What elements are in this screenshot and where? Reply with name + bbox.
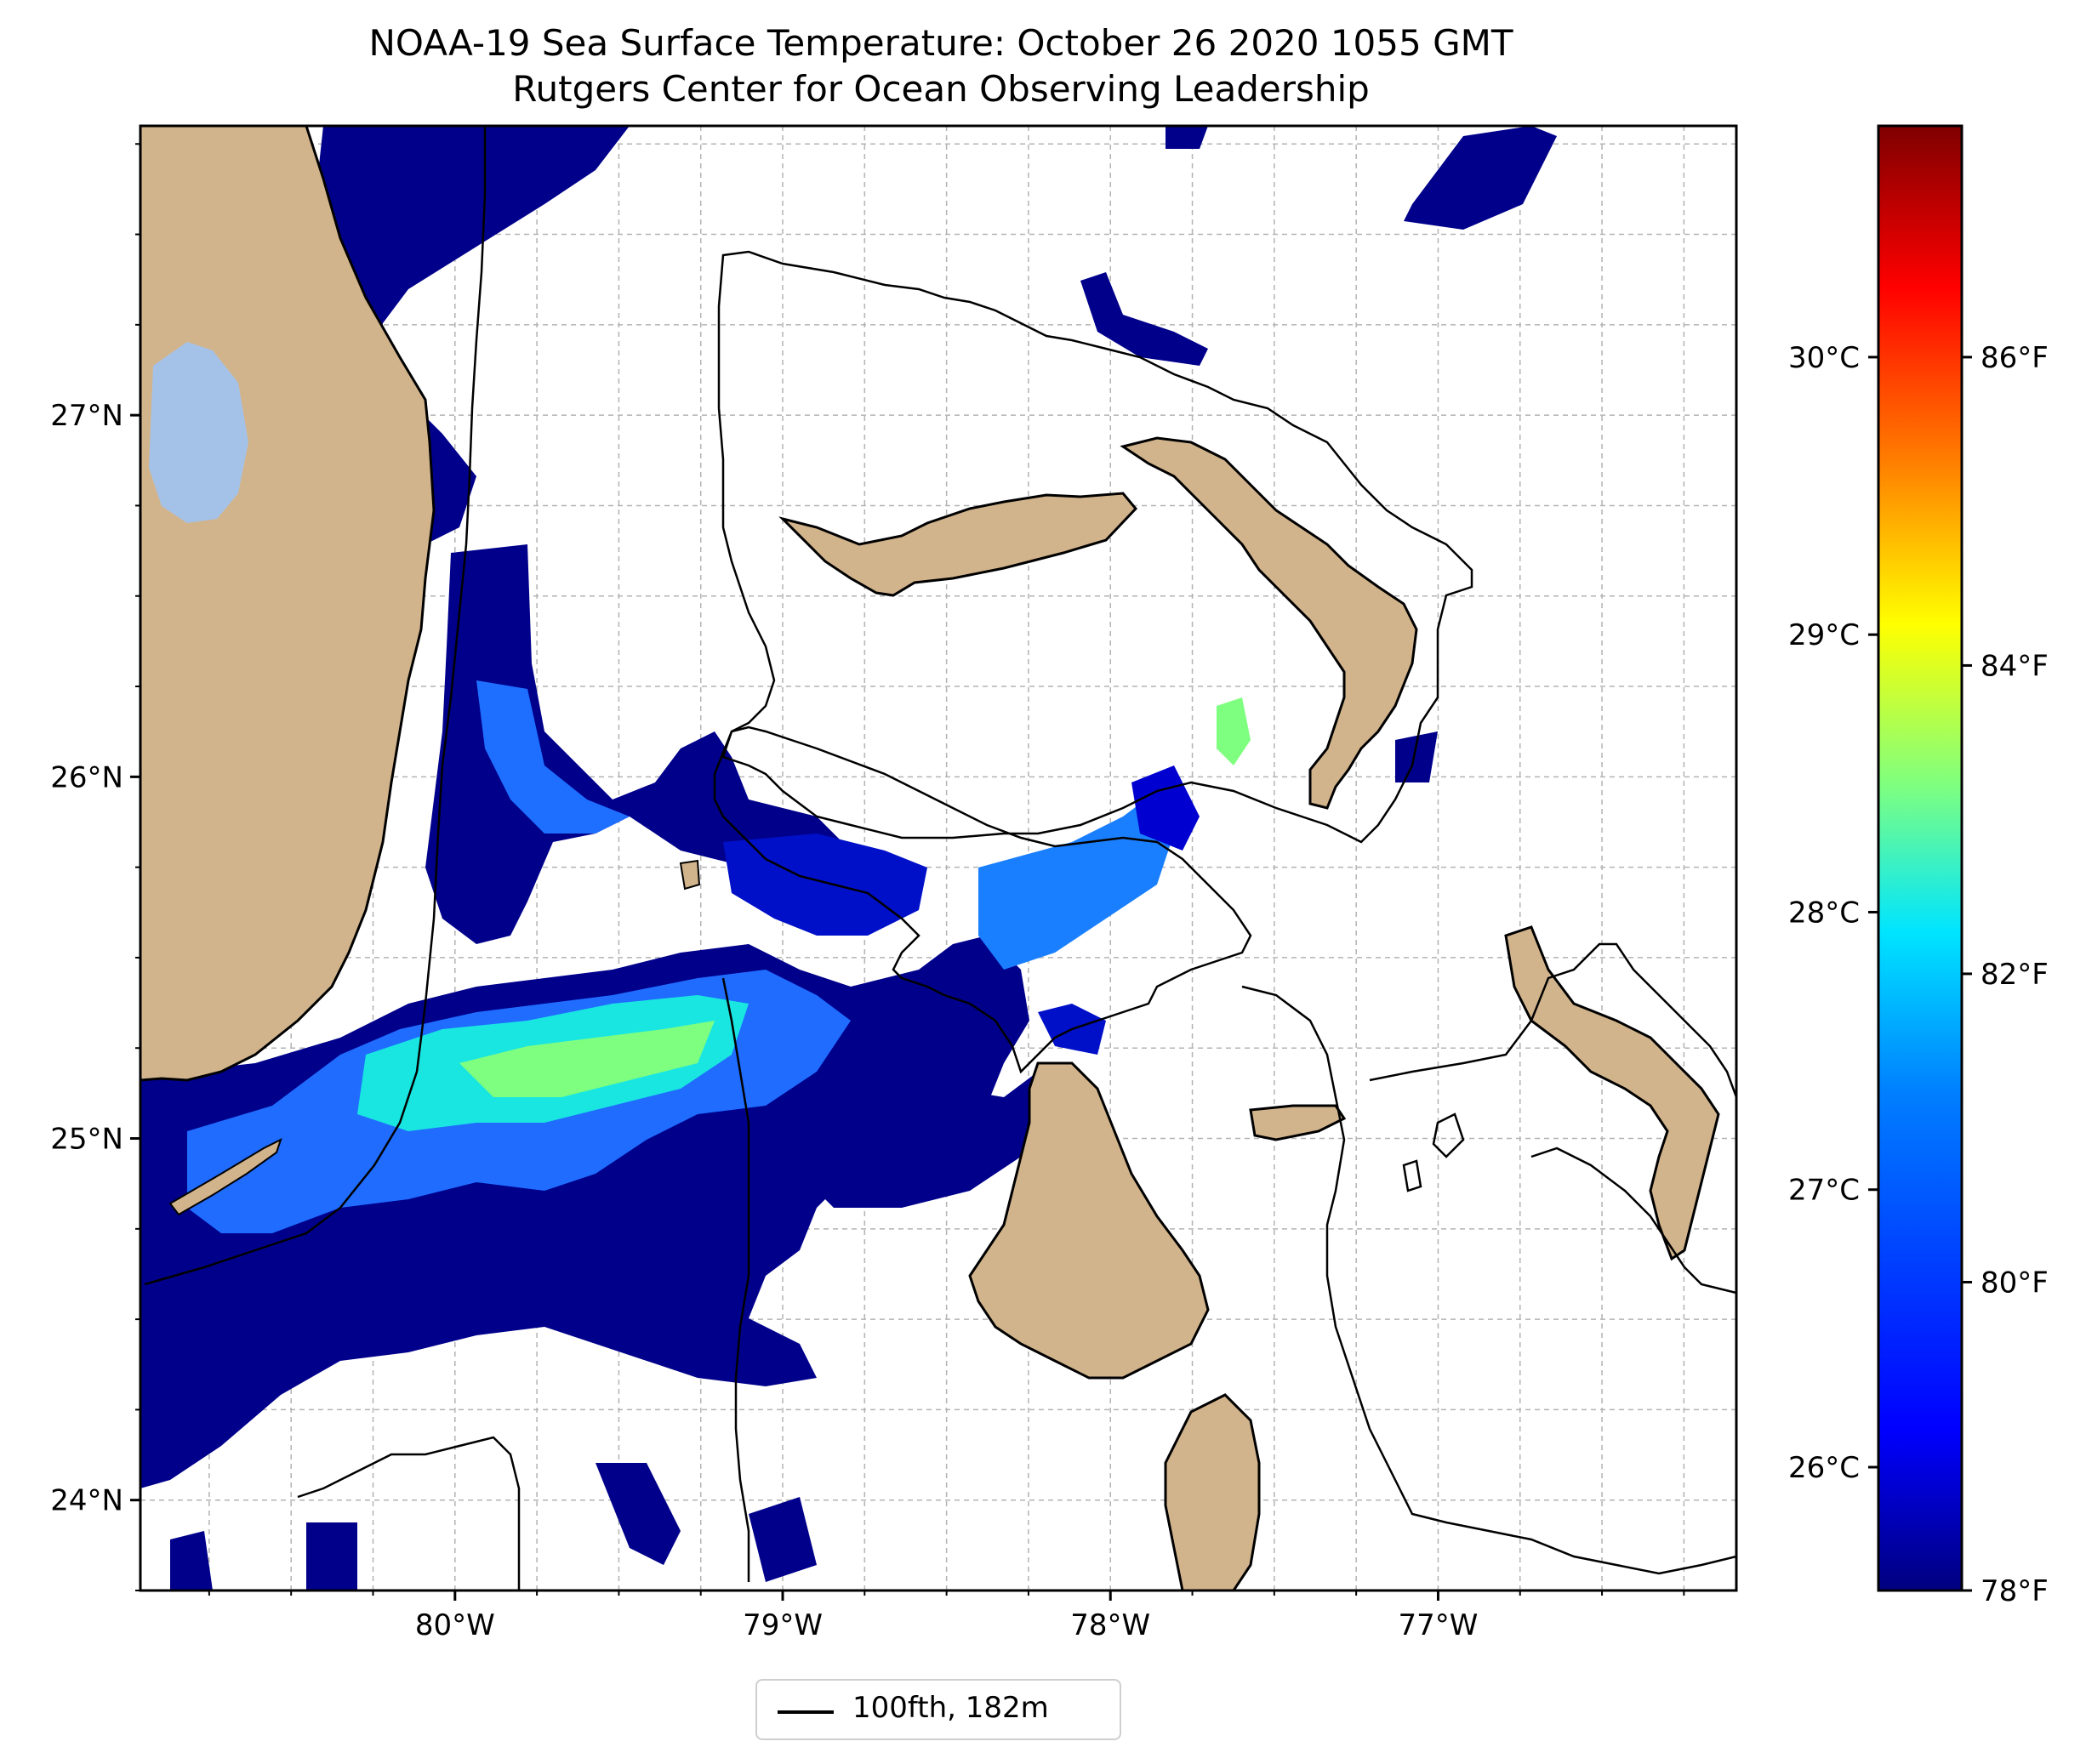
lon-tick-label: 78°W <box>1070 1608 1150 1642</box>
fahrenheit-tick-label: 86°F <box>1981 341 2049 375</box>
celsius-tick-label: 30°C <box>1788 341 1860 375</box>
longitude-axis: 80°W 79°W 78°W 77°W <box>208 1590 1685 1642</box>
sst-patch-northeast-1 <box>1404 126 1557 230</box>
contour-bahama-bank-central <box>713 726 1252 1074</box>
contour-islet-2 <box>1402 1159 1422 1192</box>
sst-patch-east-channel <box>800 1072 1055 1208</box>
grand-bahama-island <box>778 492 1138 597</box>
sst-patch-grand-bahama <box>1395 731 1438 782</box>
celsius-tick-label: 27°C <box>1788 1174 1860 1208</box>
abaco-island <box>1120 436 1418 810</box>
sst-patch-northeast-3 <box>1166 126 1208 149</box>
contour-channel-south <box>721 977 750 1582</box>
contour-cay-sal <box>297 1436 521 1590</box>
celsius-tick-label: 29°C <box>1788 618 1860 652</box>
andros-island <box>968 1061 1210 1380</box>
sst-patch-south-west-2 <box>306 1522 357 1590</box>
contour-florida-west <box>144 126 487 1286</box>
lake-okeechobee <box>149 342 248 523</box>
lat-tick-label: 24°N <box>50 1484 123 1518</box>
lat-tick-label: 26°N <box>50 760 123 794</box>
sst-patch-andros-warm <box>1217 697 1251 765</box>
figure-title: NOAA-19 Sea Surface Temperature: October… <box>368 22 1513 64</box>
new-providence-island <box>1249 1104 1347 1141</box>
exuma-south-island <box>1164 1393 1261 1590</box>
bimini-islet <box>679 859 701 891</box>
lon-tick-label: 77°W <box>1399 1608 1479 1642</box>
sst-patch-bahama-channel <box>978 791 1174 970</box>
sst-patch-andros-north <box>1131 765 1200 851</box>
bathymetry-contours <box>144 126 1736 1590</box>
sst-patch-central-warm <box>476 680 630 834</box>
sst-patch-south-bottom-2 <box>749 1497 817 1582</box>
fahrenheit-tick-label: 78°F <box>1981 1574 2049 1608</box>
contour-bahama-bank-north <box>717 250 1473 844</box>
contour-long-island <box>1530 1147 1736 1295</box>
map-frame <box>139 124 1738 1592</box>
fahrenheit-tick-label: 84°F <box>1981 649 2049 683</box>
fahrenheit-tick-label: 80°F <box>1981 1266 2049 1300</box>
sst-patch-south-west <box>170 1531 213 1590</box>
contour-exuma-west <box>1241 985 1736 1575</box>
contour-islet-1 <box>1432 1112 1465 1158</box>
sst-data-layer <box>140 126 1557 1590</box>
sst-patch-mid-channel <box>723 834 927 936</box>
figure-subtitle: Rutgers Center for Ocean Observing Leade… <box>512 68 1370 110</box>
sst-patch-south-bottom <box>596 1463 681 1565</box>
legend-box: 100fth, 182m <box>755 1679 1121 1740</box>
celsius-tick-label: 28°C <box>1788 896 1860 930</box>
latitude-axis: 27°N 26°N 25°N 24°N <box>50 143 140 1591</box>
legend-line-swatch <box>778 1710 834 1714</box>
sst-patch-northeast-2 <box>1080 272 1208 366</box>
eleuthera-island <box>1504 925 1720 1261</box>
colorbar-celsius-axis: 26°C 27°C 28°C 29°C 30°C <box>1788 341 1878 1485</box>
celsius-tick-label: 26°C <box>1788 1451 1860 1485</box>
sst-patch-warm-hot <box>459 1021 715 1097</box>
land-layer <box>140 126 1720 1590</box>
lon-tick-label: 80°W <box>415 1608 495 1642</box>
lat-tick-label: 27°N <box>50 399 123 433</box>
colorbar-fahrenheit-axis: 78°F 80°F 82°F 84°F 86°F <box>1962 341 2049 1608</box>
contour-exuma-sound <box>1369 942 1736 1098</box>
fahrenheit-tick-label: 82°F <box>1981 958 2049 992</box>
colorbar <box>1877 124 1963 1592</box>
florida-keys <box>168 1138 282 1216</box>
legend-label: 100fth, 182m <box>852 1691 1049 1725</box>
lat-tick-label: 25°N <box>50 1123 123 1157</box>
lon-tick-label: 79°W <box>743 1608 823 1642</box>
